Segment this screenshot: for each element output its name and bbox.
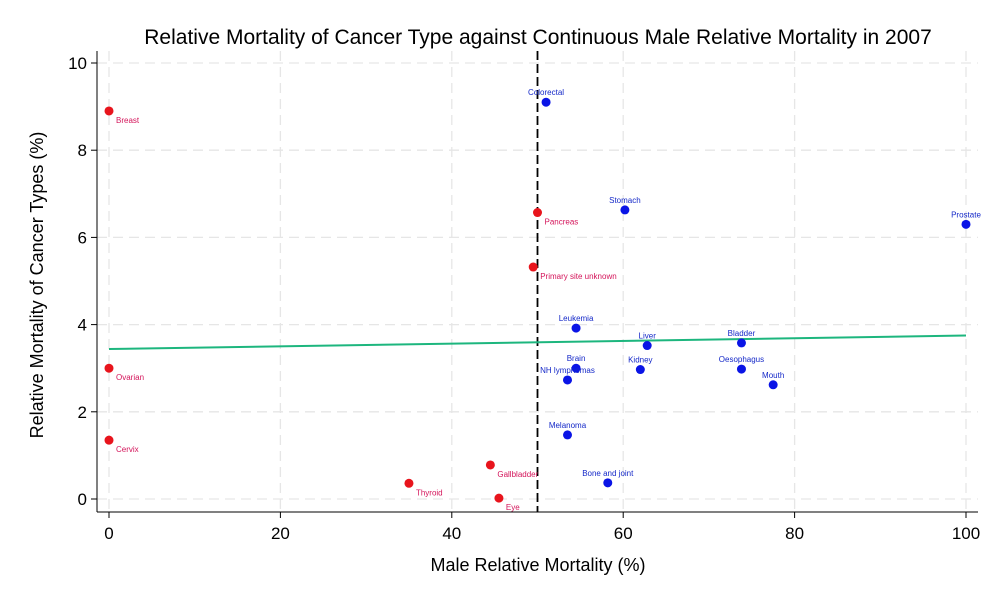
scatter-point — [485, 460, 495, 470]
x-tick-label: 60 — [614, 524, 633, 543]
x-tick-label: 80 — [785, 524, 804, 543]
point-label: Cervix — [116, 445, 139, 454]
x-axis-label: Male Relative Mortality (%) — [430, 555, 645, 575]
fit-line-group — [108, 334, 967, 351]
scatter-point — [104, 106, 114, 116]
point-label: Stomach — [609, 196, 641, 205]
point-label: Mouth — [762, 371, 784, 380]
scatter-point — [562, 375, 572, 385]
point-label: Thyroid — [416, 488, 443, 497]
point-label: Breast — [116, 116, 140, 125]
point-label: Prostate — [951, 210, 981, 219]
y-axis-label: Relative Mortality of Cancer Types (%) — [27, 132, 47, 439]
scatter-point — [768, 380, 778, 390]
scatter-point — [736, 364, 746, 374]
x-tick-label: 20 — [271, 524, 290, 543]
scatter-point — [603, 478, 613, 488]
point-label: Brain — [567, 354, 586, 363]
x-tick-label: 0 — [104, 524, 113, 543]
point-label: Pancreas — [545, 218, 579, 227]
point-label: Primary site unknown — [540, 272, 616, 281]
scatter-point — [104, 363, 114, 373]
scatter-point — [104, 435, 114, 445]
scatter-point — [642, 341, 652, 351]
scatter-point — [562, 430, 572, 440]
y-tick-label: 8 — [78, 141, 87, 160]
y-tick-label: 6 — [78, 228, 87, 247]
point-label: Bladder — [728, 329, 756, 338]
scatter-point — [736, 338, 746, 348]
scatter-point — [541, 97, 551, 107]
chart-title: Relative Mortality of Cancer Type agains… — [144, 26, 932, 49]
point-label: Kidney — [628, 356, 652, 365]
scatter-point — [404, 478, 414, 488]
x-tick-label: 100 — [952, 524, 980, 543]
scatter-point — [635, 365, 645, 375]
point-label: Colorectal — [528, 88, 564, 97]
point-label: Gallbladder — [497, 470, 538, 479]
scatter-point — [494, 493, 504, 503]
scatter-point — [620, 205, 630, 215]
scatter-point — [571, 363, 581, 373]
point-label: Bone and joint — [582, 469, 634, 478]
data-points: Breast Pancreas Primary site unknown Ovaria… — [104, 88, 981, 512]
point-label: Eye — [506, 503, 520, 512]
point-label: Melanoma — [549, 421, 587, 430]
scatter-point — [961, 219, 971, 229]
scatter-point — [533, 208, 542, 218]
y-tick-label: 4 — [78, 316, 87, 335]
fit-line — [108, 334, 967, 351]
y-tick-label: 2 — [78, 403, 87, 422]
point-label: Oesophagus — [719, 355, 764, 364]
axes: 0 20 40 60 80 100 0 2 4 6 8 10 — [68, 51, 980, 543]
x-tick-label: 40 — [442, 524, 461, 543]
point-label: Ovarian — [116, 373, 144, 382]
y-tick-label: 0 — [78, 490, 87, 509]
scatter-point — [571, 323, 581, 333]
point-label: NH lymphomas — [540, 366, 595, 375]
y-tick-label: 10 — [68, 54, 87, 73]
point-label: Leukemia — [559, 314, 594, 323]
point-label: Liver — [639, 332, 657, 341]
scatter-point — [528, 262, 538, 272]
